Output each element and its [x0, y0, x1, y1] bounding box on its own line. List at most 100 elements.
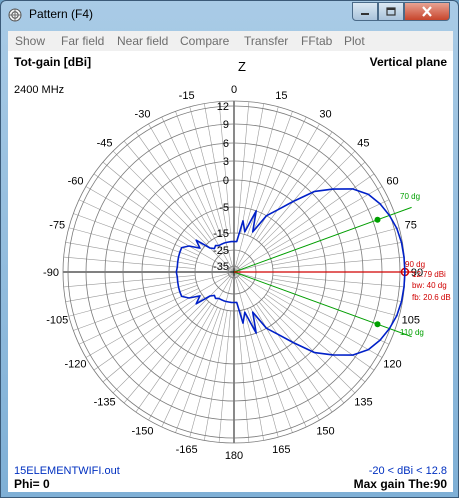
beamwidth-label: bw: 40 dg: [412, 281, 447, 290]
radial-tick-label: -35: [213, 261, 229, 273]
grid-spoke: [189, 106, 235, 273]
angle-tick-label: -120: [65, 359, 87, 371]
plot-area: 0 15 30 45 60 75 90 105 120 135 150 165 180 -165 -150-…: [8, 51, 453, 492]
grid-spoke: [161, 116, 218, 237]
beamwidth-edge-marker: [374, 216, 381, 223]
grid-spoke: [269, 199, 390, 256]
grid-spoke: [233, 186, 383, 273]
angle-tick-label: -45: [97, 138, 113, 150]
maximize-icon: [386, 7, 396, 16]
menu-transfer[interactable]: Transfer: [244, 34, 289, 48]
grid-spoke: [272, 256, 405, 269]
close-icon: [422, 6, 432, 17]
title-bar[interactable]: Pattern (F4): [1, 1, 458, 29]
gain-range: -20 < dBi < 12.8: [369, 465, 447, 477]
grid-spoke: [233, 271, 383, 358]
grid-spoke: [78, 288, 199, 345]
angle-tick-label: 0: [231, 84, 237, 96]
grid-spoke: [102, 161, 205, 248]
angle-tick-label: 105: [402, 314, 420, 326]
angle-labels: 0153045607590105120135150165180-165-150-…: [43, 84, 423, 462]
grid-spoke: [112, 271, 235, 394]
grid-spoke: [233, 150, 356, 273]
minimize-icon: [361, 12, 369, 15]
phi-value: Phi= 0: [14, 477, 50, 491]
grid-spoke: [161, 307, 218, 428]
menu-plot[interactable]: Plot: [344, 34, 365, 48]
beam-edge-upper-label: 70 dg: [400, 192, 420, 201]
gain-pattern: [175, 188, 406, 356]
angle-tick-label: 120: [383, 359, 401, 371]
grid-spoke: [112, 150, 235, 273]
grid-spoke: [240, 103, 264, 234]
grid-spoke: [148, 123, 235, 273]
menu-show[interactable]: Show: [15, 34, 46, 48]
angle-tick-label: 135: [354, 396, 372, 408]
header-left: Tot-gain [dBi]: [14, 55, 91, 69]
grid-spoke: [263, 161, 366, 248]
grid-spoke: [65, 278, 196, 302]
menu-fftab[interactable]: FFtab: [301, 34, 333, 48]
frequency-label: 2400 MHz: [14, 84, 64, 96]
grid-spoke: [263, 296, 366, 383]
angle-tick-label: 75: [405, 220, 417, 232]
grid-spoke: [73, 285, 198, 331]
beamwidth-lines: [233, 206, 413, 338]
grid-spoke: [65, 242, 196, 266]
menu-compare[interactable]: Compare: [180, 34, 230, 48]
menu-near-field[interactable]: Near field: [117, 34, 169, 48]
grid-spoke: [250, 307, 307, 428]
angle-tick-label: -105: [46, 314, 68, 326]
grid-spoke: [102, 296, 205, 383]
angle-tick-label: -15: [179, 90, 195, 102]
grid-spoke: [272, 278, 403, 302]
close-button[interactable]: [404, 2, 450, 21]
app-icon: [8, 8, 22, 22]
angle-tick-label: 45: [357, 138, 369, 150]
angle-tick-label: 165: [272, 444, 290, 456]
radial-tick-label: 9: [223, 119, 229, 131]
grid-spoke: [93, 173, 203, 250]
menu-far-field[interactable]: Far field: [61, 34, 105, 48]
grid-spoke: [250, 116, 307, 237]
angle-tick-label: 180: [225, 450, 243, 462]
radial-tick-label: -25: [213, 245, 229, 257]
radial-tick-label: 6: [223, 138, 229, 150]
grid-spoke: [204, 310, 228, 441]
grid-spoke: [73, 213, 198, 259]
grid-spoke: [63, 256, 196, 269]
radial-tick-label: -15: [213, 228, 229, 240]
angle-tick-label: 15: [275, 90, 287, 102]
angle-tick-label: 90: [411, 267, 423, 279]
minimize-button[interactable]: [352, 2, 378, 21]
grid-spoke: [68, 227, 235, 273]
polar-chart: 0153045607590105120135150165180-165-150-…: [14, 55, 451, 491]
file-name: 15ELEMENTWIFI.out: [14, 465, 120, 477]
grid-spoke: [240, 310, 264, 441]
grid-spoke: [237, 310, 250, 443]
grid-spoke: [272, 242, 403, 266]
beamwidth-edge-line: [233, 271, 412, 338]
grid-spoke: [189, 271, 235, 438]
grid-spoke: [237, 101, 250, 234]
angle-tick-label: -30: [135, 109, 151, 121]
angle-tick-label: 30: [319, 109, 331, 121]
maximize-button[interactable]: [378, 2, 404, 21]
grid-spoke: [256, 303, 333, 413]
angle-tick-label: -150: [131, 425, 153, 437]
window-title: Pattern (F4): [29, 7, 94, 21]
beamwidth-edge-line: [233, 206, 412, 273]
grid-spoke: [233, 271, 320, 421]
angle-tick-label: -75: [49, 220, 65, 232]
grid-spoke: [85, 186, 235, 273]
grid-spoke: [218, 310, 231, 443]
grid-spoke: [123, 301, 210, 404]
beam-edge-lower-label: 110 dg: [400, 328, 424, 337]
grid-spoke: [123, 140, 210, 243]
radial-labels: 12 9 6 3 0 -5 -15 -25 -35: [213, 101, 229, 273]
angle-tick-label: 60: [386, 176, 398, 188]
grid-spoke: [135, 131, 212, 241]
front-back-label: fb: 20.6 dB: [412, 293, 451, 302]
grid-spoke: [135, 303, 212, 413]
